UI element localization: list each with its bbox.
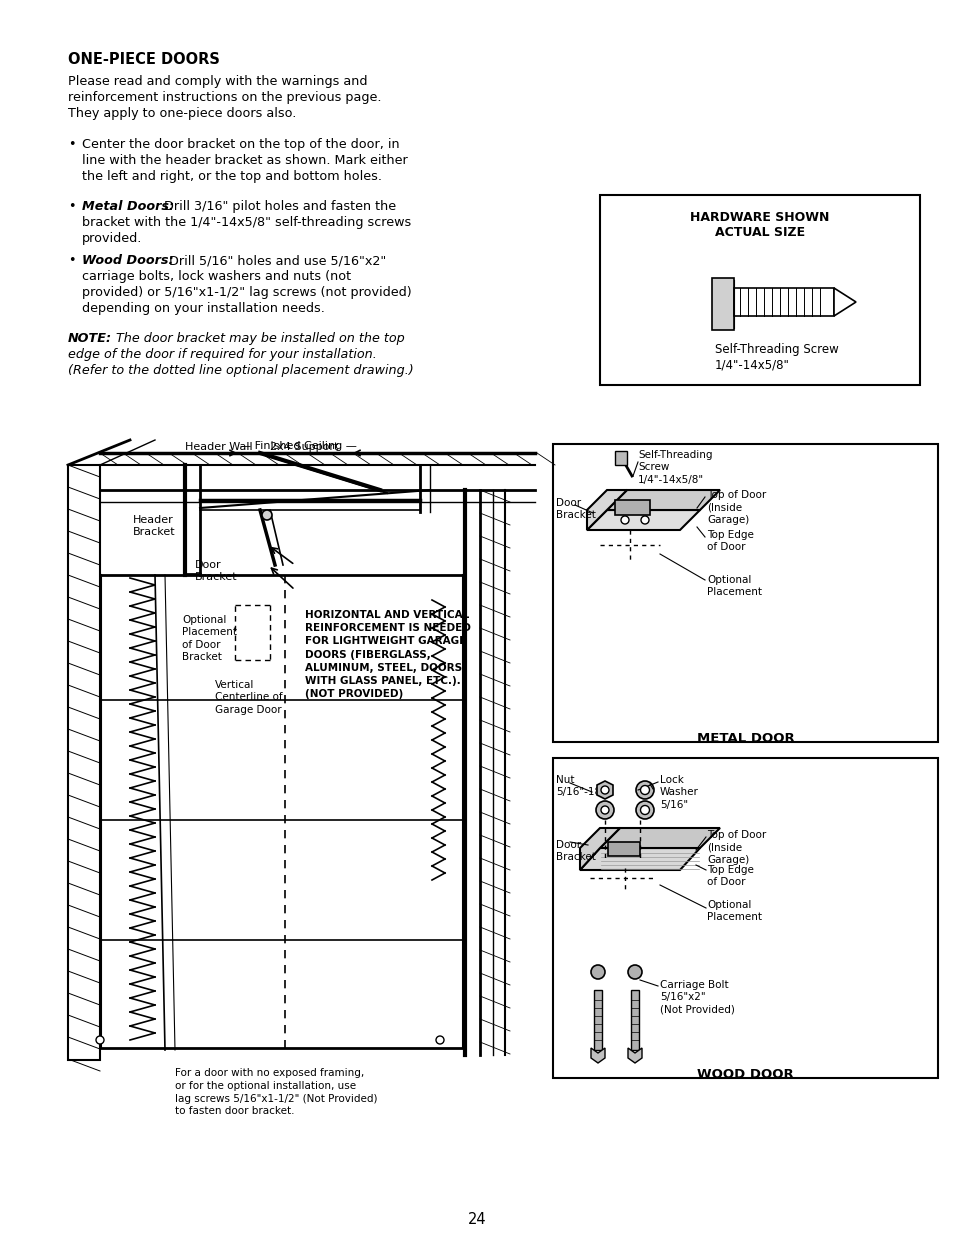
Text: •: • — [68, 200, 75, 212]
Text: Header Wall: Header Wall — [185, 442, 253, 452]
Circle shape — [640, 516, 648, 524]
Text: Door
Bracket: Door Bracket — [556, 840, 596, 862]
Text: METAL DOOR: METAL DOOR — [696, 732, 794, 745]
Text: Wood Doors:: Wood Doors: — [82, 254, 173, 267]
Text: Optional
Placement: Optional Placement — [706, 900, 761, 923]
Text: Self-Threading
Screw
1/4"-14x5/8": Self-Threading Screw 1/4"-14x5/8" — [638, 450, 712, 485]
Circle shape — [590, 965, 604, 979]
Bar — [553, 445, 937, 742]
Polygon shape — [590, 1049, 604, 1063]
Polygon shape — [68, 466, 100, 1060]
Text: Drill 3/16" pilot holes and fasten the: Drill 3/16" pilot holes and fasten the — [160, 200, 395, 212]
Text: depending on your installation needs.: depending on your installation needs. — [82, 303, 325, 315]
Circle shape — [436, 1036, 443, 1044]
Bar — [733, 288, 833, 316]
Text: 24: 24 — [467, 1212, 486, 1228]
Circle shape — [636, 781, 654, 799]
Text: Top of Door
(Inside
Garage): Top of Door (Inside Garage) — [706, 830, 765, 864]
Text: line with the header bracket as shown. Mark either: line with the header bracket as shown. M… — [82, 154, 407, 167]
Polygon shape — [579, 848, 700, 869]
Text: Lock
Washer
5/16": Lock Washer 5/16" — [659, 776, 699, 810]
Circle shape — [627, 965, 641, 979]
Polygon shape — [833, 288, 855, 316]
Text: Nut
5/16"-18: Nut 5/16"-18 — [556, 776, 600, 798]
Circle shape — [600, 785, 608, 794]
Circle shape — [636, 802, 654, 819]
Bar — [599, 195, 919, 385]
Circle shape — [596, 802, 614, 819]
Text: reinforcement instructions on the previous page.: reinforcement instructions on the previo… — [68, 91, 381, 104]
Text: carriage bolts, lock washers and nuts (not: carriage bolts, lock washers and nuts (n… — [82, 270, 351, 283]
Polygon shape — [607, 842, 639, 856]
Circle shape — [96, 1036, 104, 1044]
Text: — Finished Ceiling —: — Finished Ceiling — — [240, 441, 356, 451]
Text: Top Edge
of Door: Top Edge of Door — [706, 864, 753, 888]
Text: HORIZONTAL AND VERTICAL
REINFORCEMENT IS NEEDED
FOR LIGHTWEIGHT GARAGE
DOORS (FI: HORIZONTAL AND VERTICAL REINFORCEMENT IS… — [305, 610, 471, 699]
Circle shape — [639, 805, 649, 815]
Text: provided) or 5/16"x1-1/2" lag screws (not provided): provided) or 5/16"x1-1/2" lag screws (no… — [82, 287, 411, 299]
Text: They apply to one-piece doors also.: They apply to one-piece doors also. — [68, 107, 296, 120]
Text: provided.: provided. — [82, 232, 142, 245]
Text: bracket with the 1/4"-14x5/8" self-threading screws: bracket with the 1/4"-14x5/8" self-threa… — [82, 216, 411, 228]
Polygon shape — [599, 827, 720, 848]
Circle shape — [639, 785, 649, 794]
Text: the left and right, or the top and bottom holes.: the left and right, or the top and botto… — [82, 170, 381, 183]
Bar — [615, 451, 626, 466]
Text: 2x4 Support: 2x4 Support — [270, 442, 338, 452]
Text: Please read and comply with the warnings and: Please read and comply with the warnings… — [68, 75, 367, 88]
Text: Door
Bracket: Door Bracket — [194, 559, 237, 583]
Polygon shape — [579, 827, 619, 869]
Circle shape — [620, 516, 628, 524]
Text: Center the door bracket on the top of the door, in: Center the door bracket on the top of th… — [82, 138, 399, 151]
Polygon shape — [627, 1049, 641, 1063]
Text: Top of Door
(Inside
Garage): Top of Door (Inside Garage) — [706, 490, 765, 525]
Polygon shape — [615, 500, 649, 515]
Text: •: • — [68, 254, 75, 267]
Text: 1/4"-14x5/8": 1/4"-14x5/8" — [714, 359, 789, 372]
Polygon shape — [586, 510, 700, 530]
Text: Drill 5/16" holes and use 5/16"x2": Drill 5/16" holes and use 5/16"x2" — [165, 254, 386, 267]
Polygon shape — [606, 490, 720, 510]
Circle shape — [262, 510, 272, 520]
Text: Optional
Placement: Optional Placement — [706, 576, 761, 598]
Text: NOTE:: NOTE: — [68, 332, 112, 345]
Text: The door bracket may be installed on the top: The door bracket may be installed on the… — [112, 332, 404, 345]
Circle shape — [600, 806, 608, 814]
Text: For a door with no exposed framing,
or for the optional installation, use
lag sc: For a door with no exposed framing, or f… — [174, 1068, 377, 1116]
Text: ONE-PIECE DOORS: ONE-PIECE DOORS — [68, 52, 219, 67]
Text: Header
Bracket: Header Bracket — [132, 515, 175, 537]
Text: Metal Doors:: Metal Doors: — [82, 200, 174, 212]
Text: WOOD DOOR: WOOD DOOR — [697, 1068, 793, 1081]
Text: ACTUAL SIZE: ACTUAL SIZE — [714, 226, 804, 240]
Text: Top Edge
of Door: Top Edge of Door — [706, 530, 753, 552]
Bar — [594, 990, 601, 1050]
Text: •: • — [68, 138, 75, 151]
Text: Vertical
Centerline of
Garage Door: Vertical Centerline of Garage Door — [214, 680, 282, 715]
Text: HARDWARE SHOWN: HARDWARE SHOWN — [690, 211, 829, 224]
Polygon shape — [586, 490, 626, 530]
Bar — [711, 278, 733, 330]
Bar — [553, 758, 937, 1078]
Text: (Refer to the dotted line optional placement drawing.): (Refer to the dotted line optional place… — [68, 364, 414, 377]
Polygon shape — [597, 781, 613, 799]
Bar — [630, 990, 639, 1050]
Text: Door
Bracket: Door Bracket — [556, 498, 596, 520]
Text: edge of the door if required for your installation.: edge of the door if required for your in… — [68, 348, 376, 361]
Text: Self-Threading Screw: Self-Threading Screw — [714, 343, 838, 356]
Text: Optional
Placement
of Door
Bracket: Optional Placement of Door Bracket — [182, 615, 236, 662]
Text: Carriage Bolt
5/16"x2"
(Not Provided): Carriage Bolt 5/16"x2" (Not Provided) — [659, 981, 734, 1015]
